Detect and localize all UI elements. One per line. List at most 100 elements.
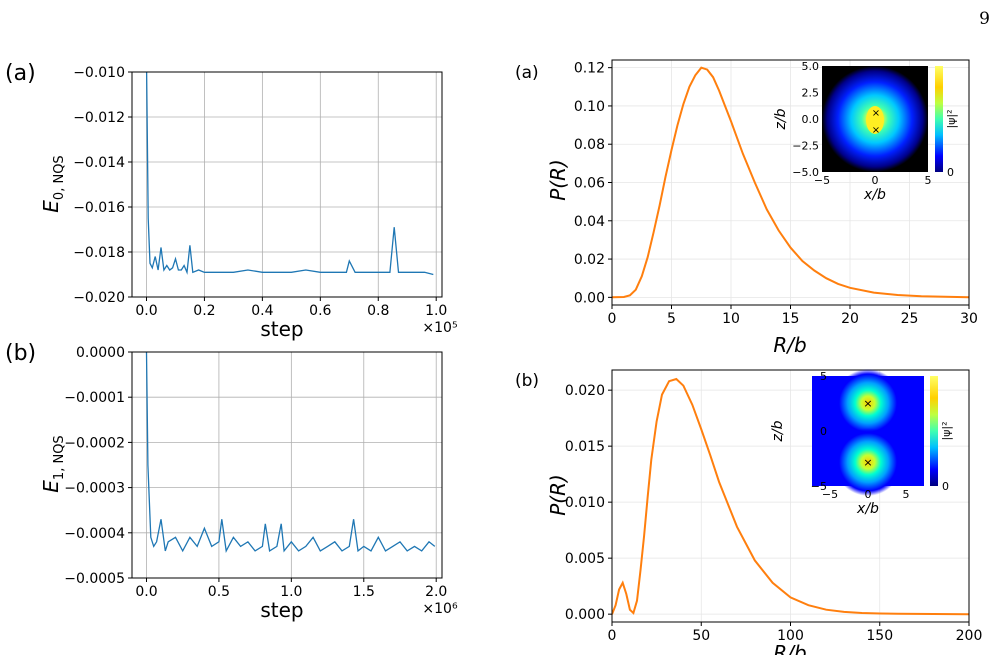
- chart-left-a: 0.0 0.2 0.4 0.6 0.8 1.0 −0.020 −0.018 −0.016 −0.0…: [5, 61, 458, 341]
- y-axis-label: P(R): [546, 474, 570, 516]
- inset-a: × × −5 0 5 −5.0 −2.5 0.0 2.5 5.0 x/b z/b 0 |ψ|²: [773, 60, 958, 203]
- x-tick-label: 20: [841, 311, 859, 327]
- x-tick-label: 0.0: [135, 303, 157, 319]
- x-tick-label: 1.0: [425, 303, 447, 319]
- data-series-line: [612, 66, 969, 299]
- data-series-line: [145, 72, 434, 276]
- inset-b-density-bottom: [834, 428, 902, 496]
- plot-frame: [131, 71, 443, 298]
- y-axis-label-main: E: [39, 200, 63, 213]
- inset-b-density-top: [834, 369, 902, 437]
- x-tick-label: 25: [901, 311, 919, 327]
- colorbar-label: |ψ|²: [945, 109, 958, 128]
- inset-b: × × −5 0 5 −5 0 5 x/b z/b 0 |ψ|²: [770, 369, 953, 517]
- y-tick-label: −0.018: [73, 245, 125, 261]
- y-axis-label-subscript: 0, NQS: [52, 155, 67, 200]
- colorbar-tick-min: 0: [947, 166, 954, 179]
- y-tick-label: 0.015: [565, 439, 605, 455]
- y-axis-label-main: E: [39, 480, 63, 493]
- x-tick-label: 2.0: [425, 584, 447, 600]
- y-tick-label: 0.12: [574, 61, 605, 77]
- y-tick-label: −0.0004: [64, 526, 125, 542]
- inset-x-tick: 5: [925, 174, 932, 187]
- panel-label: (a): [5, 61, 36, 86]
- data-series-line: [145, 352, 436, 553]
- x-tick-label: 50: [692, 628, 710, 644]
- y-tick-label: −0.0002: [64, 435, 125, 451]
- inset-y-tick: 5.0: [802, 60, 820, 73]
- plot-frame: [131, 351, 443, 579]
- inset-x-label: x/b: [856, 501, 879, 517]
- x-tick-label: 10: [722, 311, 740, 327]
- x-tick-label: 1.0: [280, 584, 302, 600]
- x-axis-label: step: [260, 598, 303, 622]
- y-axis-label-main: P(R): [546, 474, 570, 516]
- colorbar-label: |ψ|²: [940, 421, 953, 440]
- y-axis-label: E1, NQS: [39, 435, 67, 492]
- inset-y-label: z/b: [773, 108, 789, 130]
- inset-y-tick: 0: [820, 425, 827, 438]
- inset-x-tick: 0: [872, 174, 879, 187]
- inset-x-tick: 5: [903, 488, 910, 501]
- y-tick-label: 0.06: [574, 176, 605, 192]
- x-tick-label: 15: [782, 311, 800, 327]
- x-tick-label: 0.6: [309, 303, 331, 319]
- inset-x-label: x/b: [863, 187, 886, 203]
- y-tick-label: 0.02: [574, 252, 605, 268]
- x-tick-label: 0.0: [135, 584, 157, 600]
- y-tick-label: 0.020: [565, 383, 605, 399]
- x-axis-label: R/b: [773, 641, 806, 655]
- y-tick-label: −0.016: [73, 200, 125, 216]
- y-tick-label: 0.000: [565, 607, 605, 623]
- x-tick-label: 200: [956, 628, 983, 644]
- colorbar-tick-min: 0: [942, 480, 949, 493]
- y-tick-label: −0.0001: [64, 390, 125, 406]
- x-tick-label: 0: [608, 628, 617, 644]
- x-tick-label: 0.5: [208, 584, 230, 600]
- inset-a-marker-top: ×: [872, 108, 880, 119]
- x-tick-label: 100: [777, 628, 804, 644]
- inset-b-marker-top: ×: [863, 397, 872, 410]
- inset-y-tick: 0.0: [802, 113, 820, 126]
- panel-label: (b): [5, 341, 36, 366]
- x-axis-label: step: [260, 317, 303, 341]
- x-tick-label: 30: [960, 311, 978, 327]
- x-axis-multiplier: ×10⁶: [422, 601, 458, 617]
- chart-right-a: 0 5 10 15 20 25 300.000.020.040.060.080.100.12…: [515, 59, 978, 357]
- x-tick-label: 0.2: [193, 303, 215, 319]
- data-series-line: [612, 377, 969, 616]
- page-number: 9: [979, 9, 990, 29]
- inset-b-colorbar: [930, 376, 938, 486]
- inset-y-tick: −5.0: [792, 166, 819, 179]
- inset-x-tick: −5: [814, 174, 830, 187]
- y-tick-label: 0.04: [574, 214, 605, 230]
- y-tick-label: 0.005: [565, 551, 605, 567]
- plot-frame: [611, 59, 970, 306]
- inset-y-label: z/b: [770, 420, 786, 442]
- inset-y-tick: −2.5: [792, 140, 819, 153]
- inset-x-tick: 0: [865, 488, 872, 501]
- plot-frame: [611, 369, 970, 623]
- y-tick-label: −0.0005: [64, 571, 125, 587]
- panel-label: (a): [515, 63, 539, 83]
- inset-x-tick: −5: [822, 488, 838, 501]
- x-tick-label: 0: [608, 311, 617, 327]
- y-tick-label: 0.010: [565, 495, 605, 511]
- x-tick-label: 5: [667, 311, 676, 327]
- x-axis-label: R/b: [773, 333, 806, 357]
- y-axis-label: P(R): [546, 159, 570, 201]
- x-tick-label: 0.4: [251, 303, 273, 319]
- x-tick-label: 150: [866, 628, 893, 644]
- y-tick-label: 0.10: [574, 99, 605, 115]
- y-tick-label: 0.0000: [76, 345, 125, 361]
- y-tick-label: −0.0003: [64, 481, 125, 497]
- x-tick-label: 0.8: [367, 303, 389, 319]
- inset-a-marker-bottom: ×: [872, 125, 880, 136]
- y-tick-label: 0.00: [574, 290, 605, 306]
- inset-a-colorbar: [935, 66, 943, 172]
- x-tick-label: 1.5: [353, 584, 375, 600]
- panel-label: (b): [515, 371, 539, 391]
- inset-y-tick: 5: [820, 370, 827, 383]
- inset-b-marker-bottom: ×: [863, 456, 872, 469]
